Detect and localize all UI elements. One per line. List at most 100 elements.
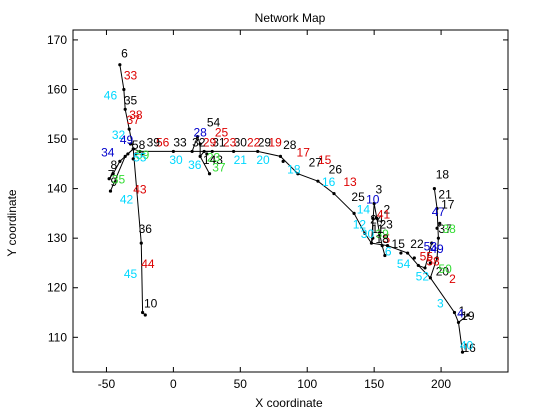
node-label: 23 bbox=[380, 217, 394, 231]
chart-title: Network Map bbox=[255, 11, 326, 25]
node-label: 8 bbox=[110, 158, 117, 172]
node-label: 2 bbox=[449, 272, 456, 286]
x-tick-label: 0 bbox=[170, 377, 177, 391]
node-label: 32 bbox=[112, 128, 126, 142]
node-label: 6 bbox=[385, 245, 392, 259]
node-label: 30 bbox=[234, 135, 248, 149]
node-label: 15 bbox=[318, 153, 332, 167]
node-label: 54 bbox=[207, 116, 221, 130]
node-label: 20 bbox=[256, 153, 270, 167]
network-point bbox=[466, 313, 470, 317]
node-label: 3 bbox=[375, 183, 382, 197]
node-label: 56 bbox=[156, 135, 170, 149]
node-label: 37 bbox=[127, 113, 141, 127]
network-point bbox=[416, 263, 420, 268]
node-label: 33 bbox=[173, 135, 187, 149]
network-point bbox=[428, 261, 432, 265]
network-edge bbox=[458, 314, 469, 323]
network-point bbox=[375, 216, 379, 220]
node-label: 43 bbox=[133, 183, 147, 197]
node-label: 30 bbox=[169, 153, 183, 167]
node-label: 14 bbox=[203, 153, 217, 167]
y-tick-label: 170 bbox=[47, 33, 67, 47]
y-tick-label: 150 bbox=[47, 132, 67, 146]
network-point bbox=[131, 147, 135, 151]
node-label: 28 bbox=[283, 138, 297, 152]
node-label: 39 bbox=[147, 135, 161, 149]
network-point bbox=[316, 179, 320, 183]
network-point bbox=[435, 206, 439, 211]
network-point bbox=[432, 187, 436, 191]
network-edge bbox=[429, 277, 463, 353]
network-point bbox=[460, 350, 465, 354]
network-point bbox=[406, 251, 410, 255]
node-label: 54 bbox=[397, 257, 411, 271]
network-point bbox=[430, 241, 434, 245]
network-point bbox=[190, 149, 194, 154]
node-label: 35 bbox=[124, 93, 138, 107]
node-label: 27 bbox=[309, 155, 323, 169]
node-label: 55 bbox=[133, 150, 147, 164]
node-label: 35 bbox=[112, 173, 126, 187]
node-label: 6 bbox=[121, 46, 128, 60]
node-label: 4 bbox=[457, 306, 464, 320]
node-label: 10 bbox=[144, 297, 158, 311]
y-tick-label: 140 bbox=[47, 182, 67, 196]
node-label: 22 bbox=[247, 135, 261, 149]
node-label: 41 bbox=[377, 207, 391, 221]
network-point bbox=[278, 154, 283, 158]
x-tick-label: -50 bbox=[98, 377, 116, 391]
node-label: 34 bbox=[101, 145, 115, 159]
node-label: 7 bbox=[108, 168, 115, 182]
network-point bbox=[438, 221, 442, 225]
network-point bbox=[369, 241, 374, 245]
network-point bbox=[436, 236, 440, 240]
y-tick-label: 160 bbox=[47, 82, 67, 96]
network-point bbox=[127, 127, 131, 131]
node-label: 17 bbox=[297, 145, 311, 159]
node-label: 26 bbox=[329, 163, 343, 177]
node-label: 39 bbox=[375, 227, 389, 241]
network-point bbox=[138, 149, 142, 154]
network-point bbox=[281, 159, 285, 163]
node-label: 42 bbox=[120, 192, 134, 206]
network-point bbox=[435, 256, 439, 260]
node-label: 58 bbox=[426, 254, 440, 268]
node-label: 13 bbox=[343, 175, 357, 189]
node-label: 15 bbox=[392, 237, 406, 251]
node-label: 37 bbox=[212, 160, 226, 174]
network-point bbox=[372, 201, 376, 206]
node-label: 25 bbox=[215, 126, 229, 140]
y-tick-label: 120 bbox=[47, 281, 67, 295]
x-tick-label: 50 bbox=[234, 377, 248, 391]
node-label: 12 bbox=[353, 217, 367, 231]
node-label: 11 bbox=[371, 222, 384, 236]
node-label: 18 bbox=[287, 163, 301, 177]
node-label: 24 bbox=[370, 212, 384, 226]
network-point bbox=[134, 152, 138, 156]
node-label: 36 bbox=[139, 222, 153, 236]
node-label: 59 bbox=[136, 148, 150, 162]
network-point bbox=[205, 152, 209, 156]
node-label: 32 bbox=[192, 135, 206, 149]
network-point bbox=[198, 154, 202, 158]
network-point bbox=[123, 154, 127, 158]
network-point bbox=[118, 159, 122, 163]
node-label: 22 bbox=[410, 237, 424, 251]
node-label: 29 bbox=[203, 135, 217, 149]
node-label: 3 bbox=[437, 297, 444, 311]
node-label: 20 bbox=[436, 264, 450, 278]
network-edge bbox=[132, 148, 146, 316]
x-tick-label: 150 bbox=[364, 377, 384, 391]
node-label: 40 bbox=[460, 339, 474, 353]
node-label: 49 bbox=[430, 242, 444, 256]
network-point bbox=[171, 149, 175, 154]
node-label: 43 bbox=[210, 153, 224, 167]
network-point bbox=[363, 231, 367, 235]
y-tick-label: 110 bbox=[48, 330, 67, 344]
x-tick-label: 200 bbox=[431, 377, 451, 391]
y-axis-label: Y coordinate bbox=[5, 189, 19, 256]
node-label: 46 bbox=[104, 88, 118, 102]
network-point bbox=[118, 63, 122, 67]
